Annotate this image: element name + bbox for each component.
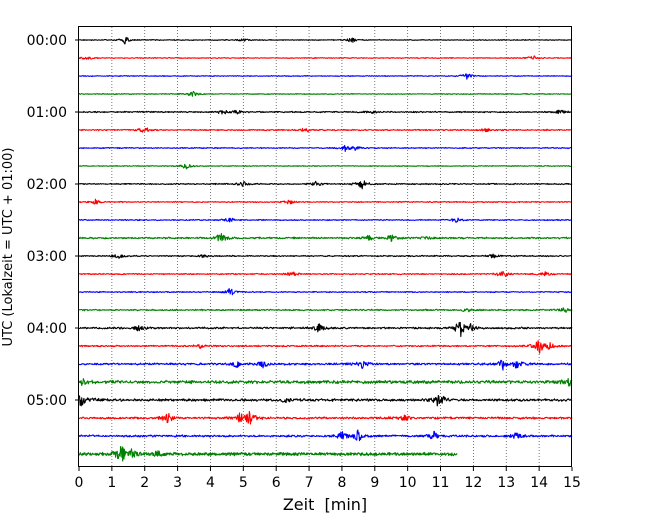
trace-0500 [78,394,573,407]
seismic-traces [78,36,573,462]
y-tick-label: 01:00 [27,105,67,121]
trace-0145 [78,163,573,170]
trace-0345 [78,307,573,313]
trace-0400 [78,321,573,338]
trace-0300 [78,253,573,259]
y-tick-label: 02:00 [27,177,67,193]
trace-0045 [78,90,573,97]
trace-0015 [78,55,573,60]
y-tick-label: 04:00 [27,321,67,337]
x-tick-label: 1 [107,475,116,491]
y-axis-ticks: 00:00 01:00 02:00 03:00 04:00 05:00 [27,33,79,409]
trace-0530 [78,429,573,442]
y-axis-label: UTC (Lokalzeit = UTC + 01:00) [1,148,16,347]
x-tick-label: 10 [399,475,417,491]
trace-0130 [78,144,573,153]
x-tick-label: 3 [173,475,182,491]
trace-0515 [78,410,573,425]
y-tick-label: 00:00 [27,33,67,49]
trace-0330 [78,288,573,296]
trace-0100 [78,109,573,115]
trace-0200 [78,180,573,190]
trace-0430 [78,359,573,371]
x-tick-label: 8 [337,475,346,491]
trace-0115 [78,127,573,133]
trace-0245 [78,232,573,243]
trace-0415 [78,340,573,354]
x-axis-label: Zeit [min] [283,495,367,514]
x-tick-label: 15 [563,475,581,491]
x-tick-label: 7 [305,475,314,491]
x-tick-label: 14 [530,475,548,491]
x-tick-label: 4 [206,475,215,491]
y-tick-label: 03:00 [27,249,67,265]
trace-0545 [78,445,458,462]
trace-0230 [78,217,573,223]
x-tick-label: 13 [497,475,515,491]
trace-0030 [78,73,573,80]
x-tick-label: 6 [272,475,281,491]
trace-0315 [78,270,573,278]
x-tick-label: 2 [140,475,149,491]
x-tick-label: 11 [432,475,450,491]
y-tick-label: 05:00 [27,393,67,409]
x-tick-label: 9 [370,475,379,491]
x-tick-label: 0 [75,475,84,491]
x-tick-label: 5 [239,475,248,491]
x-tick-label: 12 [464,475,482,491]
trace-0000 [78,36,573,45]
plot-frame [78,26,572,467]
trace-0445 [78,377,573,387]
trace-0215 [78,198,573,205]
x-axis-ticks: 0 1 2 3 4 5 6 7 8 9 10 11 12 13 14 15 [75,467,581,491]
vertical-gridlines [111,27,540,467]
